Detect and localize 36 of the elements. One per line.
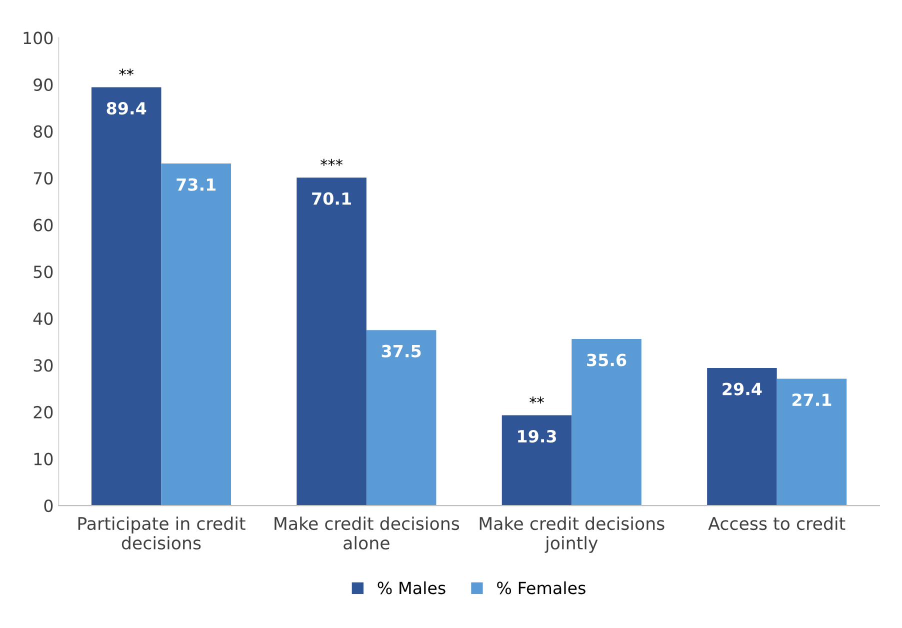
y-tick-label: 100 <box>24 32 53 44</box>
data-label: 73.1 <box>176 178 216 191</box>
x-tick-label: Access to credit <box>708 516 846 530</box>
annotation: ** <box>530 396 544 404</box>
y-tick-label: 20 <box>34 406 53 419</box>
bar <box>572 338 642 506</box>
annotation: ** <box>119 68 134 76</box>
y-tick-label: 60 <box>34 218 53 232</box>
y-tick-label: 0 <box>44 500 53 512</box>
legend-label: % Males <box>378 581 446 594</box>
legend-label: % Females <box>497 581 586 594</box>
data-label: 70.1 <box>312 192 351 205</box>
bar <box>502 415 572 506</box>
bar <box>296 178 366 506</box>
y-tick-label: 30 <box>34 359 53 372</box>
data-label: 89.4 <box>106 102 146 115</box>
data-label: 27.1 <box>792 393 832 406</box>
y-tick-label: 40 <box>33 312 53 325</box>
y-tick-label: 10 <box>34 452 53 466</box>
y-tick-label: 70 <box>34 172 53 185</box>
y-tick-label: 50 <box>34 266 53 278</box>
bar <box>366 330 436 506</box>
bar <box>91 87 162 506</box>
bar <box>161 164 231 506</box>
bar <box>707 368 777 506</box>
annotation: *** <box>320 158 343 166</box>
x-tick-label: Make credit decisions alone <box>274 516 460 550</box>
data-label: 29.4 <box>722 382 762 396</box>
y-tick-label: 80 <box>34 125 53 138</box>
bar <box>776 378 847 506</box>
data-label: 19.3 <box>518 430 556 443</box>
x-tick-label: Participate in credit decisions <box>78 516 246 550</box>
x-tick-label: Make credit decisions jointly <box>480 516 664 553</box>
y-tick-label: 90 <box>34 78 53 92</box>
data-label: 37.5 <box>382 344 421 358</box>
data-label: 35.6 <box>587 354 626 366</box>
